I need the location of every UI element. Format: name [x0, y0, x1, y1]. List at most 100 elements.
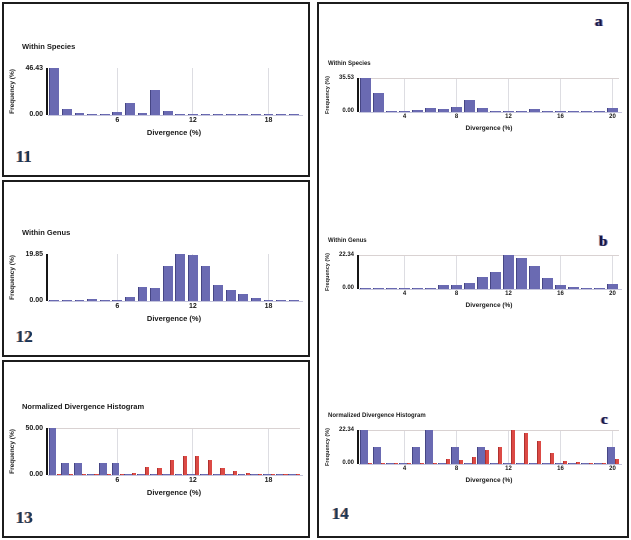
within-species-normalized-bar [199, 474, 208, 475]
within-genus-bar [594, 288, 605, 289]
within-genus-bar [490, 272, 501, 289]
gridline [560, 430, 561, 464]
x-tick-label: 12 [188, 117, 197, 124]
within-species-bar [124, 102, 135, 115]
within-species-normalized-bar [502, 463, 511, 464]
within-species-bar [516, 111, 527, 112]
within-genus-normalized-bar [94, 474, 99, 475]
gridline [560, 255, 561, 289]
within-species-bar [225, 114, 236, 115]
x-tick-label: 20 [609, 291, 616, 297]
within-species-normalized-bar [174, 474, 183, 475]
panel-figure-14: a Within Species Frequency (%) 35.53 0.00 4 8… [317, 2, 629, 538]
chart-title: Within Species [328, 61, 371, 67]
x-axis-title: Divergence (%) [465, 477, 513, 484]
within-species-bar [74, 112, 85, 115]
x-tick-label: 8 [454, 114, 459, 120]
x-tick-label: 20 [609, 114, 616, 120]
within-species-normalized-bar [437, 463, 446, 464]
gridline [404, 255, 405, 289]
within-genus-normalized-bar [157, 468, 162, 475]
y-max-label: 35.53 [338, 75, 354, 81]
within-genus-bar [124, 296, 135, 301]
chart-normalized-histogram-c: Normalized Divergence Histogram Frequency… [319, 413, 627, 533]
within-genus-bar [386, 288, 397, 289]
within-species-normalized-bar [593, 463, 602, 464]
within-genus-normalized-bar [458, 460, 464, 464]
within-species-bar [213, 114, 223, 115]
gridline [192, 68, 194, 115]
within-genus-bar [162, 265, 173, 301]
y-axis-spine [357, 255, 359, 289]
within-genus-normalized-bar [471, 457, 477, 464]
within-species-bar [61, 108, 72, 115]
within-species-normalized-bar [385, 463, 394, 464]
within-species-normalized-bar [149, 474, 158, 475]
x-tick-label: 6 [115, 117, 120, 124]
within-genus-normalized-bar [588, 463, 594, 464]
within-species-normalized-bar [372, 446, 381, 464]
y-axis-title-text: Frequency (%) [9, 255, 17, 300]
y-max-label: 22.34 [338, 427, 354, 433]
subpanel-letter-a: a [595, 14, 603, 30]
y-max-label: 22.34 [338, 252, 354, 258]
within-genus-bar [225, 289, 236, 301]
within-species-bar [360, 78, 371, 112]
within-species-bar [150, 90, 160, 115]
y-axis-spine [46, 254, 48, 301]
x-axis-baseline [359, 464, 622, 465]
y-zero-label: 0.00 [342, 285, 354, 291]
within-genus-normalized-bar [536, 441, 542, 464]
within-genus-normalized-bar [575, 461, 581, 464]
within-genus-normalized-bar [220, 468, 225, 475]
gridline [508, 78, 509, 112]
within-species-bar [581, 111, 592, 112]
within-species-bar [99, 114, 110, 115]
y-zero-label: 0.00 [342, 108, 354, 114]
x-tick-label: 12 [188, 303, 197, 310]
chart-within-species-11: Within Species Frequency (%) 46.43 0.00 6 12 1… [4, 42, 308, 162]
within-genus-bar [150, 287, 160, 301]
gridline [612, 78, 613, 112]
within-genus-bar [477, 276, 488, 289]
chart-title: Within Species [22, 42, 76, 51]
within-genus-bar [238, 294, 249, 301]
gridline [508, 430, 509, 464]
within-genus-bar [425, 288, 436, 289]
within-genus-bar [250, 298, 261, 301]
x-tick-label: 16 [557, 466, 564, 472]
within-species-bar [568, 111, 579, 112]
within-species-bar [250, 114, 261, 115]
panel-figure-12: Within Genus Frequency (%) 19.85 0.00 6 12 18 D… [2, 180, 310, 357]
top-gridline [359, 430, 619, 431]
y-axis-spine [357, 430, 359, 464]
within-species-bar [276, 114, 286, 115]
within-species-bar [87, 114, 97, 115]
y-zero-label: 0.00 [342, 460, 354, 466]
within-genus-bar [288, 300, 299, 301]
figure-number-13: 13 [16, 508, 33, 527]
within-genus-normalized-bar [562, 460, 568, 464]
within-genus-normalized-bar [207, 460, 213, 475]
within-species-bar [594, 111, 605, 112]
x-tick-label: 4 [402, 114, 407, 120]
plot-area: 4 8 12 16 20 [357, 255, 622, 297]
gridline [192, 428, 194, 475]
x-axis-baseline [359, 289, 622, 290]
within-species-normalized-bar [398, 463, 407, 464]
within-species-normalized-bar [111, 463, 120, 475]
within-species-normalized-bar [225, 474, 233, 475]
x-axis-title: Divergence (%) [465, 302, 513, 309]
gridline [268, 428, 269, 475]
within-species-normalized-bar [212, 474, 221, 475]
gridline [456, 78, 457, 112]
within-genus-normalized-bar [601, 463, 607, 464]
within-genus-bar [555, 285, 566, 289]
within-genus-normalized-bar [270, 474, 276, 475]
within-genus-bar [412, 288, 423, 289]
x-tick-label: 12 [505, 114, 512, 120]
within-species-normalized-bar [411, 446, 420, 464]
subpanel-letter-b: b [599, 234, 608, 250]
within-species-normalized-bar [99, 463, 107, 475]
y-axis-spine [46, 428, 48, 475]
